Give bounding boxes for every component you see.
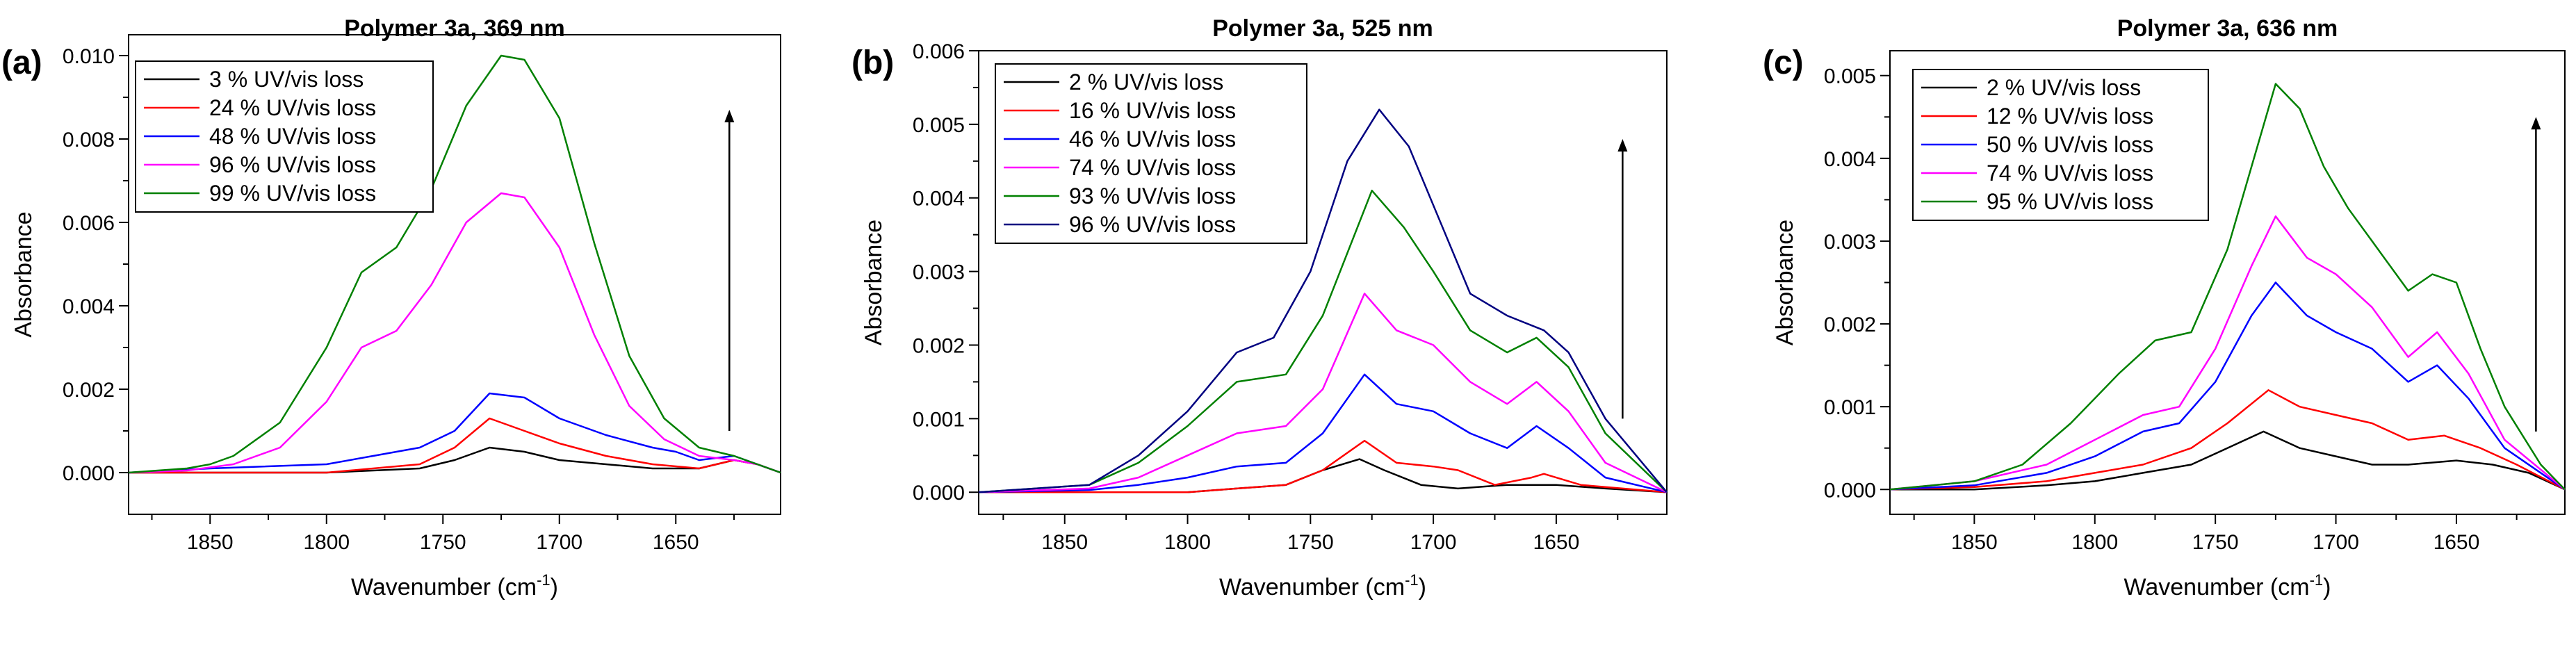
y-tick-label: 0.006 xyxy=(63,212,115,235)
series-line xyxy=(1889,389,2566,491)
trend-arrow-head xyxy=(1617,139,1628,152)
series-line xyxy=(978,373,1668,493)
series-line xyxy=(129,417,781,474)
series-line xyxy=(1889,215,2566,491)
series-line xyxy=(1890,430,2566,491)
y-tick-label: 0.005 xyxy=(913,114,965,137)
chart-panel-2: Polymer 3a, 525 nm (b) 1850 1800 1750 1700 165… xyxy=(851,15,1668,600)
y-tick-label: 0.000 xyxy=(913,482,965,505)
chart-title: Polymer 3a, 525 nm xyxy=(1212,15,1433,42)
x-tick-label: 1800 xyxy=(2071,531,2118,554)
plot-frame xyxy=(128,34,781,515)
y-tick-label: 0.001 xyxy=(1824,396,1876,419)
x-axis-label-text: Wavenumber (cm xyxy=(1219,574,1405,600)
x-axis-label-text: Wavenumber (cm xyxy=(351,574,537,600)
y-tick-label: 0.004 xyxy=(1824,148,1876,171)
y-tick-label: 0.002 xyxy=(1824,313,1876,336)
x-axis-label-close: ) xyxy=(2323,574,2331,600)
chart-panel-1: Polymer 3a, 369 nm (a) 1850 1800 1750 1700 165… xyxy=(1,15,781,600)
y-tick-label: 0.005 xyxy=(1824,65,1876,88)
panel-label: (c) xyxy=(1763,44,1804,81)
panel-label: (a) xyxy=(1,44,42,81)
x-tick-label: 1750 xyxy=(1287,531,1334,554)
y-tick-label: 0.004 xyxy=(63,295,115,318)
y-tick-label: 0.002 xyxy=(63,379,115,402)
x-tick-label: 1750 xyxy=(2192,531,2239,554)
x-axis-label-superscript: -1 xyxy=(1405,571,1419,589)
y-tick-label: 0.000 xyxy=(1824,479,1876,502)
legend-entry: 74 % UV/vis loss xyxy=(1987,161,2153,186)
chart-panel-3: Polymer 3a, 636 nm (c) 1850 1800 1750 1700 165… xyxy=(1763,15,2566,600)
series-line xyxy=(128,54,781,474)
y-tick-label: 0.008 xyxy=(63,129,115,152)
series-line xyxy=(1889,281,2566,491)
x-tick-label: 1850 xyxy=(187,531,234,554)
x-axis-label-superscript: -1 xyxy=(537,571,551,589)
x-axis-label-close: ) xyxy=(1419,574,1426,600)
legend-entry: 3 % UV/vis loss xyxy=(209,67,364,92)
x-tick-label: 1700 xyxy=(536,531,582,554)
y-axis-label: Absorbance xyxy=(1772,220,1798,345)
series-line xyxy=(978,189,1668,493)
x-axis-label-superscript: -1 xyxy=(2310,571,2324,589)
x-axis-label: Wavenumber (cm-1) xyxy=(351,571,558,600)
legend-entry: 93 % UV/vis loss xyxy=(1069,183,1236,209)
x-tick-label: 1800 xyxy=(303,531,350,554)
legend-entry: 74 % UV/vis loss xyxy=(1069,155,1236,180)
y-axis-label: Absorbance xyxy=(10,211,37,337)
chart-title: Polymer 3a, 636 nm xyxy=(2117,15,2338,42)
x-tick-label: 1650 xyxy=(1533,531,1580,554)
x-tick-label: 1650 xyxy=(653,531,699,554)
legend-entry: 96 % UV/vis loss xyxy=(209,152,376,177)
legend-entry: 2 % UV/vis loss xyxy=(1069,70,1223,95)
legend-box xyxy=(995,63,1307,244)
y-tick-label: 0.000 xyxy=(63,462,115,485)
y-axis-label: Absorbance xyxy=(861,220,887,345)
trend-arrow-head xyxy=(724,110,735,122)
y-tick-label: 0.002 xyxy=(913,334,965,357)
panel-label: (b) xyxy=(851,44,894,81)
legend-entry: 16 % UV/vis loss xyxy=(1069,98,1236,123)
series-line xyxy=(128,192,781,474)
x-tick-label: 1750 xyxy=(420,531,466,554)
legend-entry: 2 % UV/vis loss xyxy=(1987,75,2141,100)
y-tick-label: 0.003 xyxy=(1824,231,1876,254)
y-tick-label: 0.006 xyxy=(913,40,965,63)
series-line xyxy=(979,439,1668,493)
x-tick-label: 1650 xyxy=(2434,531,2480,554)
x-tick-label: 1800 xyxy=(1164,531,1211,554)
legend-entry: 12 % UV/vis loss xyxy=(1987,104,2153,129)
legend-entry: 99 % UV/vis loss xyxy=(209,181,376,206)
legend-entry: 46 % UV/vis loss xyxy=(1069,126,1236,152)
x-axis-label-text: Wavenumber (cm xyxy=(2124,574,2310,600)
series-line xyxy=(1889,83,2566,491)
y-tick-label: 0.010 xyxy=(63,45,115,68)
x-tick-label: 1850 xyxy=(1951,531,1998,554)
plot-frame xyxy=(978,50,1668,515)
x-axis-label: Wavenumber (cm-1) xyxy=(2124,571,2331,600)
x-tick-label: 1850 xyxy=(1041,531,1088,554)
chart-title: Polymer 3a, 369 nm xyxy=(344,15,565,42)
series-line xyxy=(978,108,1668,493)
x-axis-label-close: ) xyxy=(551,574,558,600)
x-tick-label: 1700 xyxy=(2313,531,2359,554)
trend-arrow-head xyxy=(2531,117,2541,130)
series-line xyxy=(979,458,1668,493)
y-tick-label: 0.003 xyxy=(913,261,965,284)
series-line xyxy=(978,293,1668,493)
legend-entry: 50 % UV/vis loss xyxy=(1987,132,2153,157)
legend-entry: 95 % UV/vis loss xyxy=(1987,189,2153,214)
legend-entry: 48 % UV/vis loss xyxy=(209,124,376,149)
y-tick-label: 0.001 xyxy=(913,408,965,431)
x-axis-label: Wavenumber (cm-1) xyxy=(1219,571,1426,600)
y-tick-label: 0.004 xyxy=(913,188,965,211)
legend-entry: 24 % UV/vis loss xyxy=(209,95,376,120)
x-tick-label: 1700 xyxy=(1410,531,1457,554)
legend-entry: 96 % UV/vis loss xyxy=(1069,212,1236,237)
series-line xyxy=(129,446,781,474)
